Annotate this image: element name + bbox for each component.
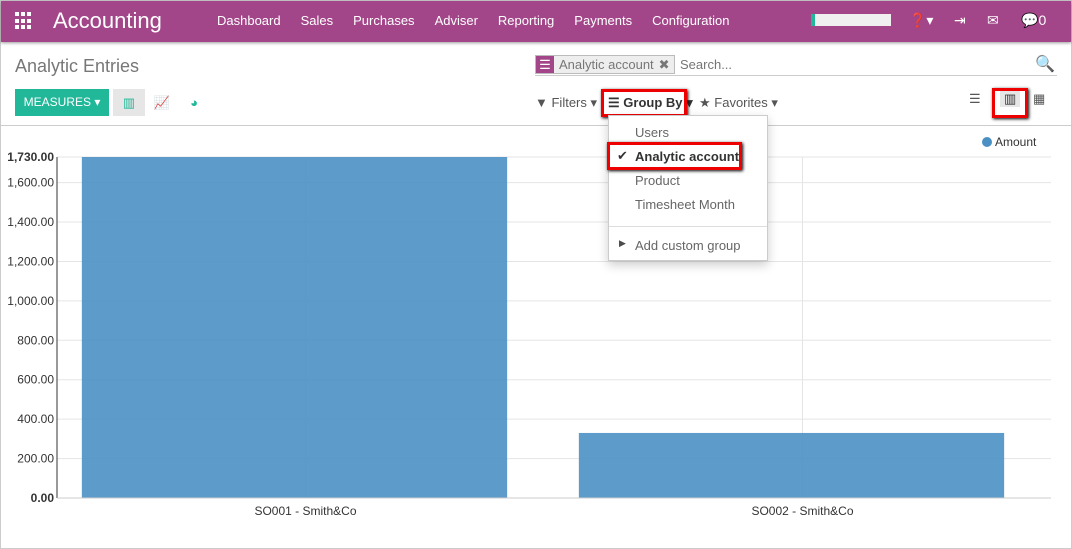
measures-label: MEASURES <box>23 95 91 109</box>
control-panel: Analytic Entries ☰ Analytic account ✖ 🔍 ME… <box>1 1 1071 126</box>
bar-chart: 0.00 200.00 400.00 600.00 800.00 1,000.00 1,20… <box>7 135 1051 518</box>
chat-count: 0 <box>1038 12 1047 28</box>
legend-label[interactable]: Amount <box>995 135 1037 149</box>
bar[interactable] <box>578 432 1005 498</box>
y-tick-label: 1,200.00 <box>7 254 54 268</box>
menu-sales[interactable]: Sales <box>300 13 334 28</box>
line-chart-button[interactable]: 📈 <box>153 95 171 110</box>
group-by-timesheet-month[interactable]: Timesheet Month <box>635 197 735 212</box>
y-tick-label: 1,730.00 <box>7 150 54 164</box>
menu-payments[interactable]: Payments <box>574 13 633 28</box>
favorites-label: Favorites <box>714 95 768 110</box>
group-by-button[interactable]: ☰ Group By ▾ <box>608 95 693 110</box>
mail-icon[interactable]: ✉ <box>987 12 999 28</box>
menu-reporting[interactable]: Reporting <box>497 13 555 28</box>
menu-dashboard[interactable]: Dashboard <box>217 13 281 28</box>
highlight-box <box>601 89 687 117</box>
y-tick-label: 1,600.00 <box>7 176 54 190</box>
sign-in-icon[interactable]: ⇥ <box>954 12 966 28</box>
main-menu: Dashboard Sales Purchases Adviser Report… <box>207 13 739 28</box>
highlight-box <box>607 142 742 170</box>
group-by-users[interactable]: Users <box>635 125 669 140</box>
remove-facet-icon[interactable]: ✖ <box>658 56 670 72</box>
y-tick-label: 600.00 <box>17 373 54 387</box>
menu-purchases[interactable]: Purchases <box>353 13 415 28</box>
graph-view-icon[interactable]: ▥ <box>1000 91 1021 107</box>
filters-label: Filters <box>551 95 587 110</box>
top-navbar: Accounting Dashboard Sales Purchases Adv… <box>1 1 1071 42</box>
y-tick-label: 800.00 <box>17 333 54 347</box>
bar-chart-button[interactable]: ▥ <box>113 89 145 116</box>
page-title: Analytic Entries <box>15 56 140 76</box>
group-by-dropdown: Users Analytic account ✔ Product Timeshe… <box>608 115 768 261</box>
app-title: Accounting <box>53 8 162 33</box>
menu-configuration[interactable]: Configuration <box>652 13 730 28</box>
group-by-product[interactable]: Product <box>635 173 680 188</box>
search-facet[interactable]: ☰ Analytic account ✖ <box>535 55 675 74</box>
y-tick-label: 0.00 <box>31 491 55 505</box>
x-tick-label: SO002 - Smith&Co <box>751 504 853 518</box>
y-tick-label: 400.00 <box>17 412 54 426</box>
filters-button[interactable]: ▼ Filters ▾ <box>535 95 598 110</box>
search-icon[interactable]: 🔍 <box>1035 56 1055 73</box>
measures-button[interactable]: MEASURES ▾ <box>15 89 109 116</box>
bar[interactable] <box>81 157 508 498</box>
group-by-label: Group By <box>623 95 683 110</box>
y-tick-label: 200.00 <box>17 452 54 466</box>
check-icon: ✔ <box>617 148 628 163</box>
highlight-box <box>992 88 1028 118</box>
search-input[interactable] <box>680 57 980 72</box>
group-by-analytic-account[interactable]: Analytic account <box>635 149 740 164</box>
apps-grid-icon[interactable] <box>15 12 33 30</box>
caret-right-icon: ▶ <box>619 238 626 248</box>
chat-icon[interactable]: 💬0 <box>1021 12 1047 28</box>
y-tick-label: 1,000.00 <box>7 294 54 308</box>
pivot-view-icon[interactable]: ▦ <box>1033 91 1046 106</box>
pie-chart-button[interactable]: ◕ <box>190 95 198 110</box>
facet-label: Analytic account <box>559 57 654 72</box>
progress-bar <box>811 14 891 26</box>
group-icon: ☰ <box>536 56 554 73</box>
list-view-icon[interactable]: ☰ <box>969 91 981 106</box>
favorites-button[interactable]: ★ Favorites ▾ <box>699 95 778 110</box>
add-custom-group[interactable]: Add custom group <box>635 238 741 253</box>
legend-swatch[interactable] <box>982 137 992 147</box>
help-icon[interactable]: ❓▾ <box>909 12 934 28</box>
y-tick-label: 1,400.00 <box>7 215 54 229</box>
menu-adviser[interactable]: Adviser <box>434 13 478 28</box>
x-tick-label: SO001 - Smith&Co <box>254 504 356 518</box>
search-bar: ☰ Analytic account ✖ 🔍 <box>535 54 1057 76</box>
